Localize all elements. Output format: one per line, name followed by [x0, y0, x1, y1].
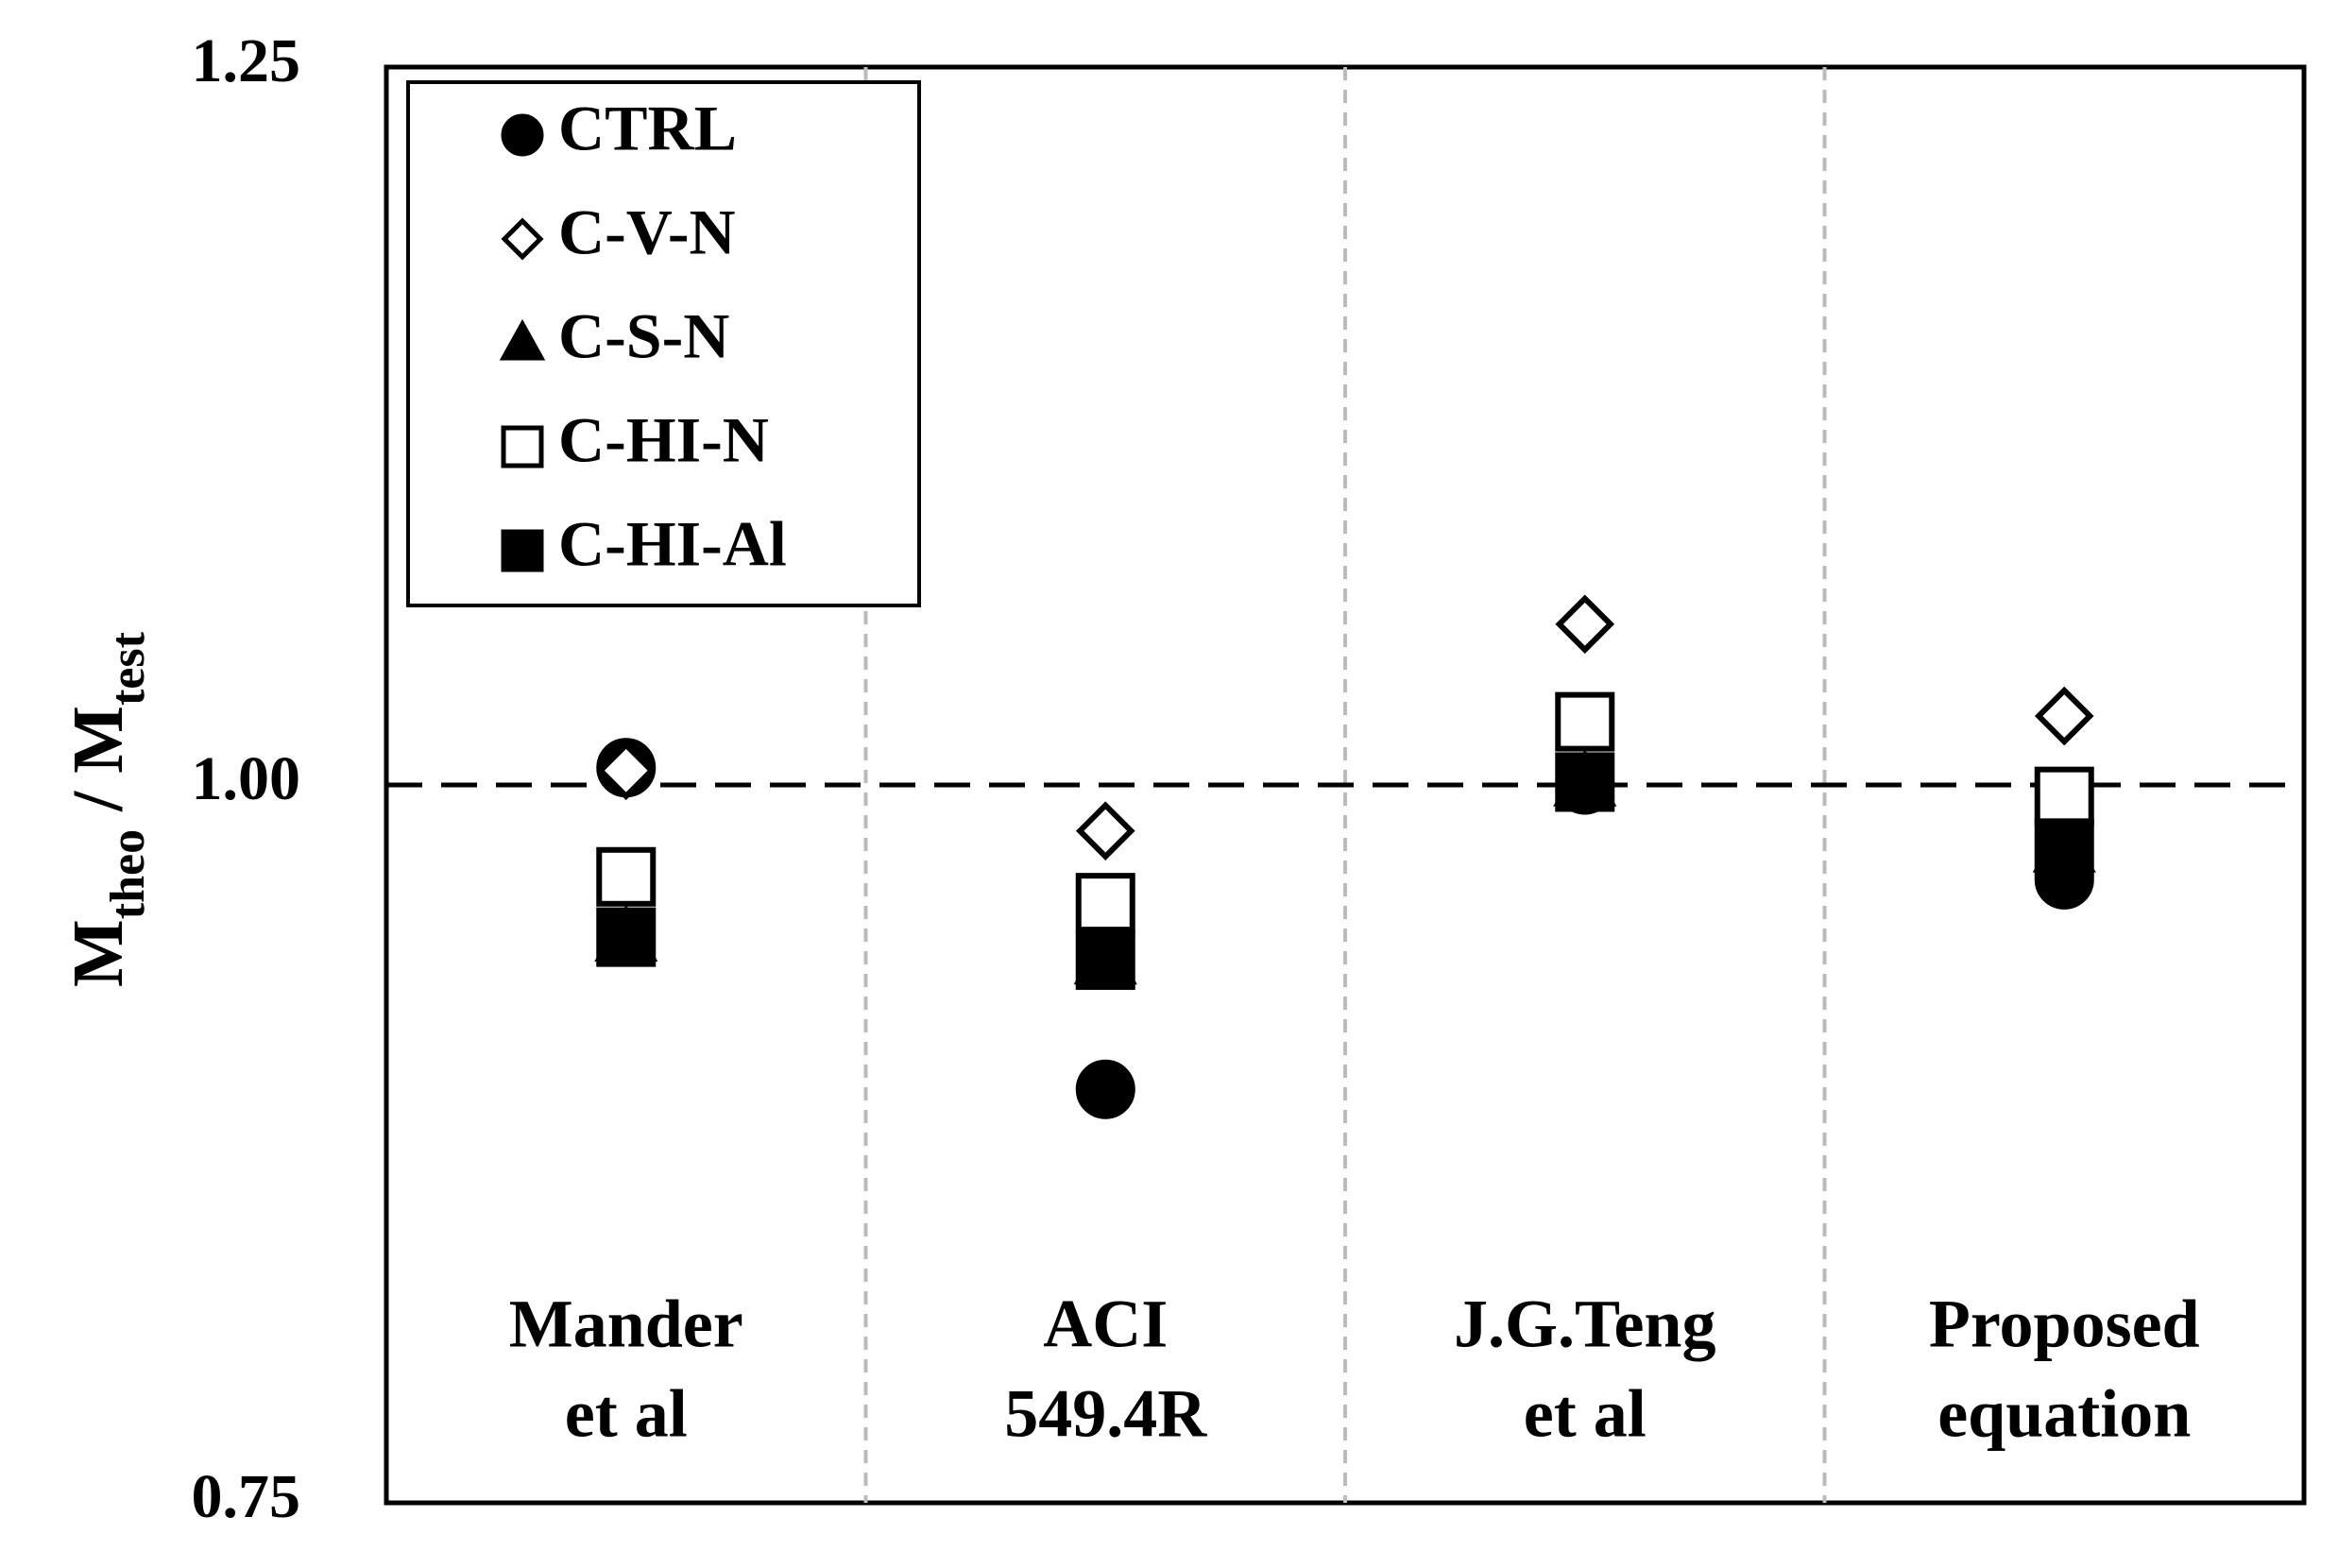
- square-marker: [2034, 818, 2094, 878]
- legend-box: [406, 80, 921, 607]
- square-marker: [501, 425, 544, 469]
- y-tick-label: 1.00: [192, 744, 301, 813]
- diamond-marker: [501, 217, 544, 261]
- legend-label: C-S-N: [558, 300, 729, 372]
- triangle-marker: [499, 318, 546, 361]
- square-marker: [596, 846, 657, 907]
- y-label-part: test: [101, 631, 155, 706]
- square-marker: [1555, 752, 1615, 812]
- legend-label: C-HI-N: [558, 404, 769, 476]
- category-label: Mander: [509, 1287, 743, 1362]
- category-label: et al: [565, 1376, 688, 1452]
- legend-label: CTRL: [558, 93, 737, 164]
- square-marker: [596, 907, 657, 967]
- category-label: 549.4R: [1004, 1376, 1207, 1452]
- square-marker: [1075, 873, 1135, 933]
- diamond-marker: [2034, 686, 2094, 746]
- y-axis-label: Mtheo / Mtest: [59, 631, 155, 987]
- diamond-marker: [1555, 594, 1615, 655]
- category-label: equation: [1937, 1376, 2191, 1452]
- square-marker: [1555, 691, 1615, 752]
- diamond-marker: [1075, 801, 1135, 861]
- square-marker: [501, 529, 544, 572]
- category-label: et al: [1524, 1376, 1647, 1452]
- square-marker: [1075, 929, 1135, 990]
- category-label: J.G.Teng: [1454, 1287, 1715, 1362]
- square-marker: [2034, 766, 2094, 827]
- circle-marker: [1075, 1059, 1135, 1119]
- y-tick-label: 1.25: [192, 26, 301, 95]
- y-tick-label: 0.75: [192, 1462, 301, 1531]
- y-label-part: M: [59, 919, 138, 987]
- legend-label: C-V-N: [558, 196, 736, 268]
- y-label-part: theo: [101, 829, 155, 919]
- y-label-part: / M: [59, 706, 138, 829]
- diamond-marker: [596, 741, 657, 801]
- circle-marker: [501, 113, 544, 157]
- category-label: ACI: [1043, 1287, 1168, 1362]
- category-label: Proposed: [1929, 1287, 2200, 1362]
- legend-label: C-HI-Al: [558, 508, 787, 580]
